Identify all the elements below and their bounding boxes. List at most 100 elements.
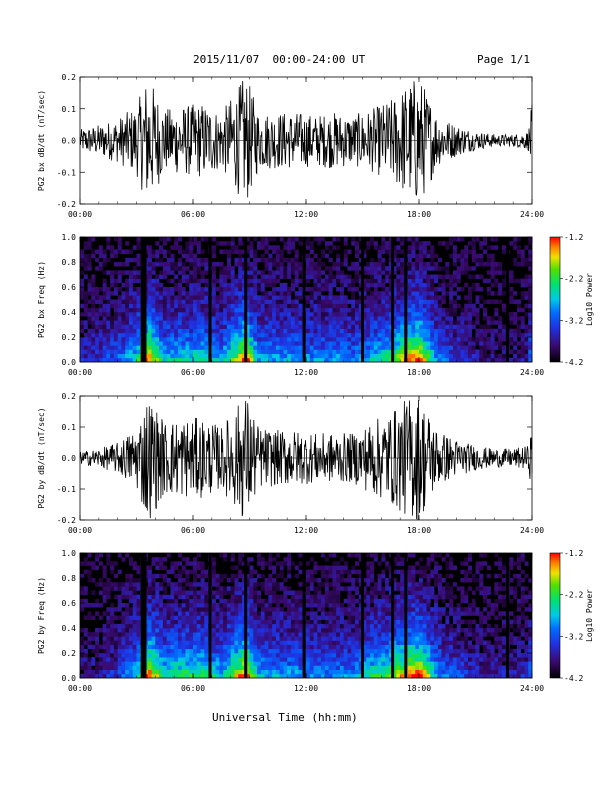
bx-spectrogram-cell [494, 307, 499, 313]
bx-spectrogram-cell [226, 332, 231, 338]
bx-spectrogram-cell [223, 270, 228, 275]
bx-spectrogram-cell [449, 287, 454, 292]
bx-spectrogram-cell [275, 266, 280, 271]
bx-spectrogram-cell [324, 266, 329, 271]
by-spectrogram-cell [283, 644, 288, 650]
bx-spectrogram-cell [520, 307, 525, 313]
bx-spectrogram-cell [434, 345, 439, 350]
bx-spectrogram-cell [275, 337, 280, 342]
bx-spectrogram-cell [234, 291, 239, 296]
by-spectrogram-cell [317, 582, 322, 587]
by-spectrogram-cell [166, 569, 171, 575]
bx-spectrogram-cell [125, 262, 130, 267]
by-spectrogram-cell [317, 590, 322, 595]
bx-spectrogram-cell [147, 349, 152, 354]
by-spectrogram-cell [211, 673, 216, 679]
by-spectrogram-cell [321, 636, 326, 641]
bx-spectrogram-data-gap [244, 237, 248, 362]
bx-spectrogram-cell [110, 303, 115, 309]
by-spectrogram-cell [272, 640, 277, 645]
bx-spectrogram-cell [117, 357, 122, 363]
bx-spectrogram-cell [422, 299, 427, 304]
by-spectrogram-cell [321, 594, 326, 600]
bx-spectrogram-cell [125, 349, 130, 354]
by-spectrogram-cell [80, 653, 85, 658]
by-spectrogram-cell [147, 623, 152, 629]
by-spectrogram-cell [136, 582, 141, 587]
bx-spectrogram-cell [132, 257, 137, 263]
by-spectrogram-cell [174, 661, 179, 666]
by-spectrogram-cell [151, 573, 156, 579]
bx-spectrogram-cell [434, 291, 439, 296]
by-spectrogram-cell [234, 648, 239, 654]
bx-spectrogram-cell [351, 237, 356, 242]
bx-spectrogram-cell [306, 324, 311, 329]
by-spectrogram-cell [113, 661, 118, 666]
bx-spectrogram-cell [132, 337, 137, 342]
bx-spectrogram-cell [106, 291, 111, 296]
bx-spectrogram-cell [87, 357, 92, 363]
by-spectrogram-cell [181, 636, 186, 641]
by-spectrogram-cell [279, 607, 284, 612]
by-spectrogram-cell [113, 561, 118, 566]
bx-spectrogram-cell [234, 337, 239, 342]
bx-spectrogram-cell [385, 353, 390, 359]
by-spectrogram-cell [185, 590, 190, 595]
bx-spectrogram-cell [241, 345, 247, 350]
by-spectrogram-cell [241, 623, 247, 629]
bx-spectrogram-cell [336, 287, 341, 292]
by-spectrogram-cell [249, 578, 254, 583]
bx-spectrogram-cell [294, 312, 299, 317]
bx-spectrogram-cell [422, 328, 427, 334]
bx-spectrogram-cell [91, 291, 96, 296]
by-spectrogram-cell [272, 611, 277, 616]
bx-spectrogram-cell [306, 337, 311, 342]
by-spectrogram-cell [283, 578, 288, 583]
by-spectrogram-cell [260, 619, 265, 625]
by-spectrogram-cell [117, 669, 122, 675]
by-spectrogram-cell [185, 640, 190, 645]
bx-spectrogram-cell [98, 353, 103, 359]
by-spectrogram-cell [128, 561, 134, 566]
bx-spectrogram-cell [98, 312, 103, 317]
by-spectrogram-cell [80, 673, 85, 679]
by-spectrogram-cell [336, 648, 341, 654]
bx-spectrogram-cell [211, 345, 216, 350]
bx-spectrogram-cell [132, 353, 137, 359]
by-spectrogram-cell [260, 615, 265, 620]
bx-spectrogram-cell [136, 270, 141, 275]
by-spectrogram-cell [257, 673, 262, 679]
by-spectrogram-cell [324, 661, 329, 666]
bx-spectrogram-cell [159, 332, 164, 338]
bx-spectrogram-cell [437, 328, 442, 334]
bx-spectrogram-cell [245, 262, 250, 267]
bx-spectrogram-cell [245, 353, 250, 359]
by-spectrogram-cell [260, 636, 265, 641]
bx-spectrogram-cell [159, 307, 164, 313]
bx-spectrogram-cell [95, 345, 100, 350]
bx-spectrogram-cell [219, 295, 224, 300]
by-spectrogram-cell [177, 615, 182, 620]
bx-spectrogram-cell [238, 266, 243, 271]
bx-spectrogram-cell [272, 249, 277, 254]
bx-spectrogram-cell [501, 303, 506, 309]
by-spectrogram-cell [336, 594, 341, 600]
by-spectrogram-cell [132, 578, 137, 583]
by-spectrogram-cell [151, 590, 156, 595]
by-spectrogram-cell [174, 673, 179, 679]
bx-spectrogram-cell [185, 357, 190, 363]
bx-spectrogram-cell [324, 341, 329, 346]
bx-spectrogram-cell [464, 253, 469, 259]
bx-spectrogram-cell [253, 266, 258, 271]
by-spectrogram-cell [196, 607, 201, 612]
bx-spectrogram-cell [475, 299, 480, 304]
bx-spectrogram-cell [509, 291, 514, 296]
by-spectrogram-cell [196, 598, 201, 604]
by-spectrogram-cell [132, 640, 137, 645]
bx-spectrogram-cell [249, 307, 254, 313]
bx-spectrogram-cell [460, 237, 465, 242]
by-spectrogram-cell [170, 594, 175, 600]
bx-spectrogram-cell [479, 324, 484, 329]
by-spectrogram-cell [189, 665, 194, 670]
bx-spectrogram-cell [501, 345, 506, 350]
